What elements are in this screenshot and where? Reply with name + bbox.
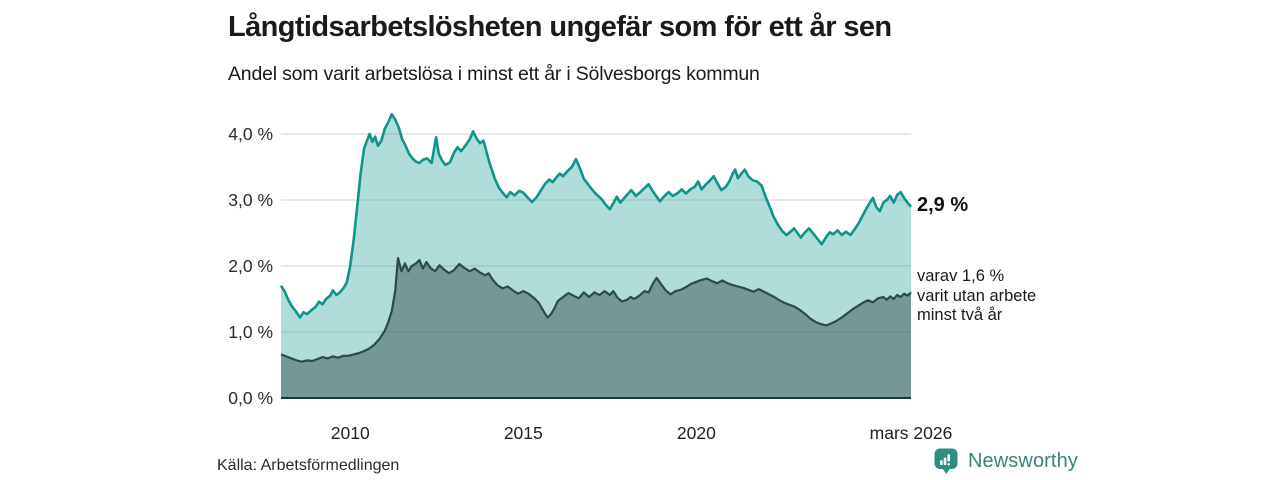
- area-at-least-two-years: [281, 258, 911, 398]
- secondary-note-line-1: varav 1,6 %: [917, 267, 1005, 285]
- brand: Newsworthy: [934, 448, 1078, 475]
- y-tick-label: 2,0 %: [228, 256, 273, 276]
- x-tick-label: mars 2026: [870, 423, 953, 443]
- x-tick-label: 2015: [504, 423, 543, 443]
- page-subtitle: Andel som varit arbetslösa i minst ett å…: [228, 63, 760, 85]
- y-tick-label: 4,0 %: [228, 124, 273, 144]
- y-tick-label: 3,0 %: [228, 190, 273, 210]
- page-title: Långtidsarbetslösheten ungefär som för e…: [228, 11, 892, 43]
- x-tick-label: 2010: [331, 423, 370, 443]
- latest-value-annotation: 2,9 %: [917, 194, 969, 216]
- brand-name: Newsworthy: [968, 450, 1078, 472]
- line-at-least-one-year: [279, 112, 912, 319]
- y-tick-label: 0,0 %: [228, 388, 273, 408]
- secondary-note-line-3: minst två år: [917, 306, 1003, 324]
- source-text: Källa: Arbetsförmedlingen: [217, 457, 400, 474]
- secondary-series-annotation: varav 1,6 % varit utan arbete minst två …: [917, 267, 1036, 326]
- line-at-least-two-years: [280, 257, 912, 363]
- x-tick-label: 2020: [677, 423, 716, 443]
- area-at-least-one-year: [281, 114, 911, 398]
- newsworthy-logo-icon: [934, 448, 959, 475]
- y-tick-label: 1,0 %: [228, 322, 273, 342]
- secondary-note-line-2: varit utan arbete: [917, 286, 1037, 305]
